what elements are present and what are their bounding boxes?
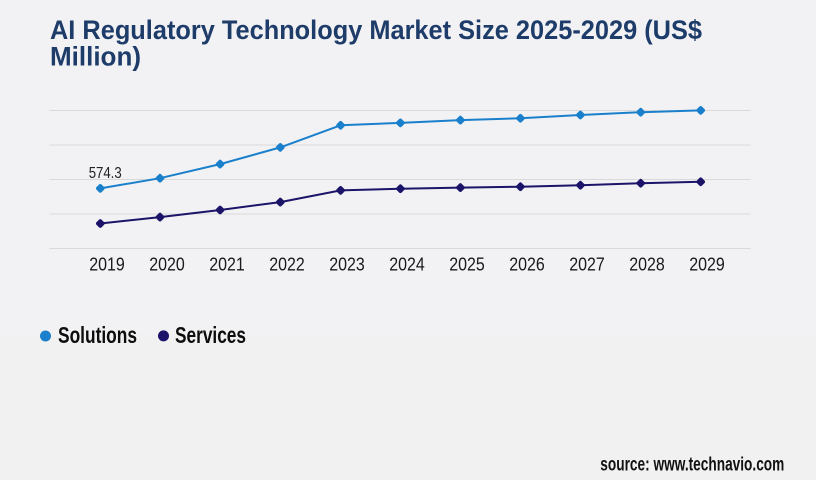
svg-text:2025: 2025 <box>449 255 485 275</box>
svg-text:2024: 2024 <box>389 255 425 275</box>
svg-text:2029: 2029 <box>689 255 725 275</box>
svg-text:Million): Million) <box>50 42 141 72</box>
svg-text:2022: 2022 <box>269 255 305 275</box>
svg-text:Services: Services <box>175 322 246 348</box>
svg-text:AI Regulatory Technology Marke: AI Regulatory Technology Market Size 202… <box>50 15 702 45</box>
svg-text:2020: 2020 <box>149 255 185 275</box>
svg-text:2023: 2023 <box>329 255 365 275</box>
svg-text:2026: 2026 <box>509 255 545 275</box>
svg-text:Solutions: Solutions <box>58 322 137 348</box>
svg-text:2021: 2021 <box>209 255 245 275</box>
svg-text:574.3: 574.3 <box>89 165 122 182</box>
svg-text:2027: 2027 <box>569 255 605 275</box>
svg-text:2028: 2028 <box>629 255 665 275</box>
svg-text:2019: 2019 <box>89 255 125 275</box>
svg-text:source: www.technavio.com: source: www.technavio.com <box>600 454 784 476</box>
